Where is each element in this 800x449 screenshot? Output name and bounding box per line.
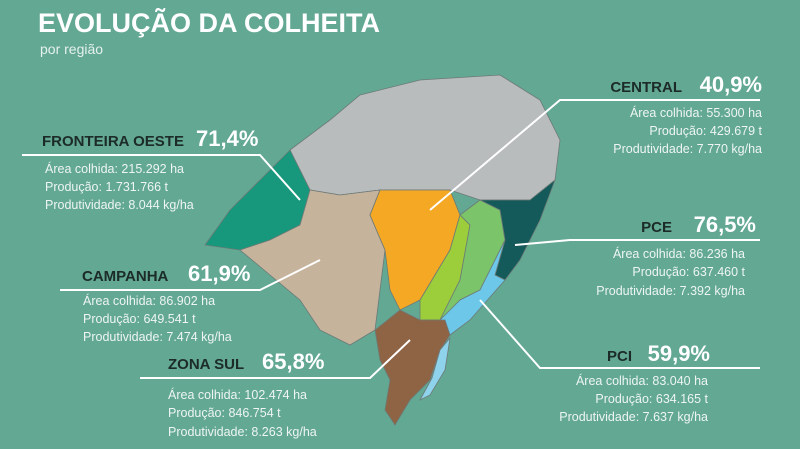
map (204, 74, 561, 426)
region-line: Área colhida: 86.902 ha (83, 293, 215, 308)
region-line: Área colhida: 215.292 ha (45, 161, 184, 176)
region-line: Produção: 637.460 t (632, 265, 745, 279)
region-line: Produtividade: 7.474 kg/ha (83, 330, 232, 344)
region-line: Área colhida: 102.474 ha (168, 387, 307, 402)
leader-line (514, 239, 760, 246)
region-line: Área colhida: 86.236 ha (613, 246, 745, 261)
region-line: Produção: 649.541 t (83, 312, 196, 326)
region-name: PCE (641, 219, 672, 236)
region-zona-sul (374, 309, 451, 426)
region-name: PCI (607, 348, 632, 365)
region-percent: 40,9% (700, 72, 762, 97)
region-pce (479, 178, 556, 281)
leader-line (429, 99, 760, 211)
leader-line (22, 154, 301, 201)
label-pce: PCE 76,5% Área colhida: 86.236 ha Produç… (596, 212, 756, 298)
region-line: Produção: 634.165 t (595, 392, 708, 406)
region-line: Produtividade: 8.044 kg/ha (45, 198, 194, 212)
region-name: ZONA SUL (168, 356, 244, 373)
region-name: CENTRAL (610, 79, 682, 96)
region-percent: 65,8% (262, 349, 324, 374)
region-percent: 61,9% (188, 261, 250, 286)
region-percent: 59,9% (648, 341, 710, 366)
region-line: Produção: 846.754 t (168, 406, 281, 420)
region-percent: 71,4% (196, 126, 258, 151)
label-fronteira-oeste: FRONTEIRA OESTE 71,4% Área colhida: 215.… (42, 126, 258, 212)
leader-line (60, 259, 321, 291)
region-line: Produtividade: 7.637 kg/ha (559, 410, 708, 424)
label-pci: PCI 59,9% Área colhida: 83.040 ha Produç… (559, 341, 710, 424)
region-line: Produtividade: 7.392 kg/ha (596, 284, 745, 298)
region-percent: 76,5% (694, 212, 756, 237)
label-zona-sul: ZONA SUL 65,8% Área colhida: 102.474 ha … (168, 349, 324, 439)
leader-line (140, 339, 411, 379)
region-line: Área colhida: 83.040 ha (576, 373, 708, 388)
region-name: CAMPANHA (82, 268, 169, 285)
region-name: FRONTEIRA OESTE (42, 133, 184, 150)
region-line: Produção: 429.679 t (649, 124, 762, 138)
label-campanha: CAMPANHA 61,9% Área colhida: 86.902 ha P… (82, 261, 250, 344)
region-line: Área colhida: 55.300 ha (630, 105, 762, 120)
leader-lines (22, 99, 760, 379)
region-line: Produtividade: 7.770 kg/ha (613, 142, 762, 156)
subtitle: por região (40, 41, 103, 57)
title: EVOLUÇÃO DA COLHEITA (38, 7, 380, 38)
lagoon (419, 336, 451, 401)
region-line: Produção: 1.731.766 t (45, 180, 169, 194)
leader-line (479, 299, 760, 369)
region-line: Produtividade: 8.263 kg/ha (168, 425, 317, 439)
label-central: CENTRAL 40,9% Área colhida: 55.300 ha Pr… (610, 72, 762, 156)
